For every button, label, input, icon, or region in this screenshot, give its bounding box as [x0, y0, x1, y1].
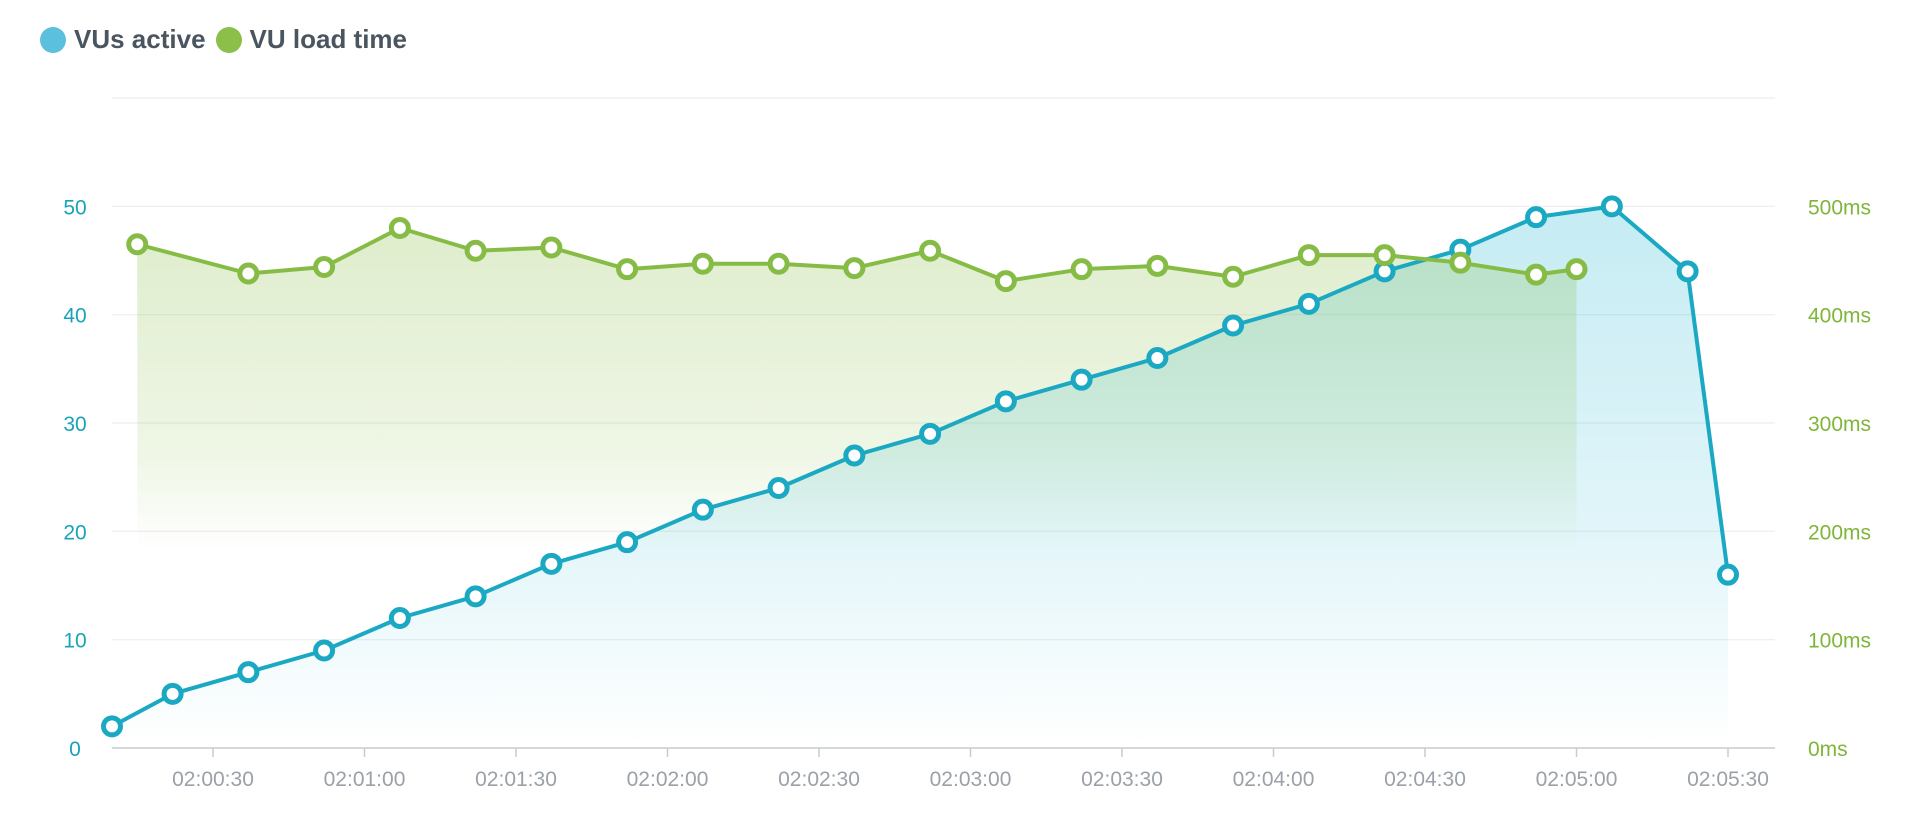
vu-load-time-point[interactable] [616, 258, 639, 281]
vus-active-point[interactable] [313, 639, 336, 662]
vus-active-point[interactable] [1717, 563, 1739, 586]
vu-load-time-point[interactable] [126, 233, 149, 256]
vu-load-time-point[interactable] [1449, 251, 1472, 274]
x-tick-label: 02:04:00 [1233, 768, 1315, 791]
series-points [101, 195, 1739, 738]
y-left-tick-label: 30 [63, 413, 86, 436]
legend-label-vu-load-time: VU load time [249, 24, 408, 54]
vus-active-point[interactable] [616, 531, 639, 554]
vus-active-point[interactable] [464, 585, 487, 608]
vus-active-point[interactable] [101, 715, 123, 738]
vus-active-point[interactable] [237, 661, 260, 684]
vu-load-time-point[interactable] [994, 270, 1017, 293]
vu-load-time-point[interactable] [1222, 265, 1245, 288]
vu-load-time-point[interactable] [843, 257, 866, 280]
vu-load-time-point[interactable] [1146, 254, 1169, 277]
y-right-tick-label: 400ms [1808, 305, 1871, 328]
x-tick-label: 02:05:30 [1687, 768, 1769, 791]
vus-active-point[interactable] [994, 390, 1017, 413]
vu-load-time-point[interactable] [540, 236, 563, 259]
y-right-tick-label: 300ms [1808, 413, 1871, 436]
y-left-tick-label: 20 [63, 521, 86, 544]
y-right-tick-label: 200ms [1808, 521, 1871, 544]
y-left-tick-label: 40 [63, 305, 86, 328]
x-tick-label: 02:04:30 [1384, 768, 1466, 791]
vus-active-point[interactable] [1525, 206, 1548, 229]
vu-load-time-point[interactable] [1373, 244, 1396, 267]
vus-active-point[interactable] [691, 498, 714, 521]
vus-active-point[interactable] [1222, 314, 1245, 337]
legend-item-vus-active[interactable]: VUs active [40, 24, 206, 55]
legend-swatch-vus-active [40, 26, 66, 53]
vus-active-point[interactable] [388, 607, 411, 629]
vu-load-time-area [137, 228, 1577, 552]
chart-legend: VUs active VU load time [40, 24, 407, 55]
x-tick-label: 02:01:00 [324, 768, 406, 791]
vus-active-point[interactable] [919, 422, 942, 445]
vus-active-point[interactable] [1297, 292, 1320, 315]
legend-swatch-vu-load-time [215, 26, 242, 53]
vus-active-point[interactable] [843, 444, 866, 467]
y-right-tick-label: 500ms [1808, 196, 1871, 219]
vu-load-time-point[interactable] [919, 239, 942, 262]
vu-load-time-point[interactable] [1070, 258, 1093, 281]
vu-load-time-line [136, 226, 1577, 284]
vus-active-point[interactable] [1600, 195, 1623, 218]
x-tick-label: 02:00:30 [172, 768, 254, 791]
vu-load-time-point[interactable] [464, 239, 487, 262]
x-tick-label: 02:01:30 [475, 768, 557, 791]
y-left-tick-label: 50 [63, 196, 86, 219]
x-tick-label: 02:03:30 [1081, 768, 1163, 791]
x-tick-label: 02:05:00 [1536, 768, 1618, 791]
vu-load-time-point[interactable] [1525, 263, 1548, 286]
y-right-tick-label: 0ms [1808, 738, 1848, 761]
axes: 010203040500ms100ms200ms300ms400ms500ms0… [63, 196, 1871, 791]
vu-load-time-point[interactable] [237, 262, 260, 285]
y-right-tick-label: 100ms [1808, 630, 1871, 653]
vus-active-point[interactable] [540, 552, 563, 575]
series-areas [112, 206, 1728, 749]
vus-active-point[interactable] [1146, 347, 1169, 369]
vu-load-time-point[interactable] [313, 256, 336, 278]
vus-active-point[interactable] [1676, 260, 1699, 283]
vu-load-time-point[interactable] [388, 217, 411, 239]
vu-load-time-point[interactable] [691, 252, 714, 275]
vu-load-time-point[interactable] [1565, 258, 1588, 281]
legend-item-vu-load-time[interactable]: VU load time [215, 24, 408, 55]
vus-active-point[interactable] [161, 682, 184, 705]
x-tick-label: 02:02:30 [778, 768, 860, 791]
vus-active-point[interactable] [1070, 368, 1093, 391]
x-tick-label: 02:02:00 [627, 768, 709, 791]
y-left-tick-label: 0 [69, 738, 81, 761]
vu-load-time-point[interactable] [767, 252, 790, 275]
vu-load-time-point[interactable] [1297, 244, 1320, 267]
legend-label-vus-active: VUs active [74, 24, 206, 54]
y-left-tick-label: 10 [63, 630, 86, 653]
x-tick-label: 02:03:00 [930, 768, 1012, 791]
vus-active-point[interactable] [767, 477, 790, 499]
